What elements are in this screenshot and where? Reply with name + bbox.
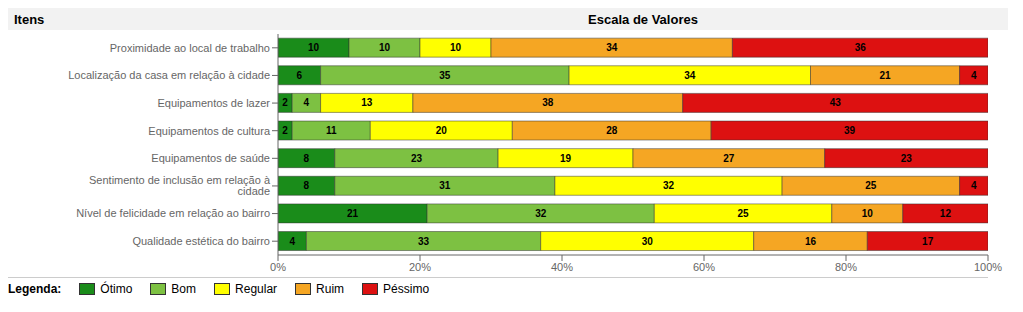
svg-text:10: 10 [308, 42, 320, 53]
svg-text:39: 39 [844, 125, 856, 136]
html-text:Itens: Itens [14, 11, 45, 27]
svg-text:32: 32 [663, 180, 675, 191]
svg-text:34: 34 [684, 70, 696, 81]
svg-text:4: 4 [289, 236, 295, 247]
svg-text:2: 2 [282, 97, 288, 108]
svg-text:Equipamentos de lazer: Equipamentos de lazer [157, 97, 270, 109]
svg-text:21: 21 [879, 70, 891, 81]
svg-text:33: 33 [418, 236, 430, 247]
html-text:Legenda:: Legenda: [8, 282, 62, 296]
svg-text:32: 32 [535, 208, 547, 219]
svg-text:0%: 0% [270, 261, 286, 273]
svg-text:10: 10 [379, 42, 391, 53]
svg-text:43: 43 [830, 97, 842, 108]
svg-text:60%: 60% [693, 261, 715, 273]
svg-text:4: 4 [304, 97, 310, 108]
svg-text:40%: 40% [551, 261, 573, 273]
html-text:Regular: Regular [235, 282, 278, 296]
svg-text:12: 12 [940, 208, 952, 219]
svg-text:Qualidade estética do bairro: Qualidade estética do bairro [132, 235, 270, 247]
svg-text:16: 16 [805, 236, 817, 247]
svg-text:36: 36 [855, 42, 867, 53]
svg-text:80%: 80% [835, 261, 857, 273]
svg-text:8: 8 [304, 180, 310, 191]
svg-text:30: 30 [642, 236, 654, 247]
svg-text:Proximidade ao local de trabal: Proximidade ao local de trabalho [110, 42, 270, 54]
svg-text:20%: 20% [409, 261, 431, 273]
svg-text:13: 13 [361, 97, 373, 108]
svg-text:25: 25 [737, 208, 749, 219]
svg-text:31: 31 [439, 180, 451, 191]
html-text:Péssimo: Péssimo [383, 282, 430, 296]
svg-text:4: 4 [971, 70, 977, 81]
svg-text:2: 2 [282, 125, 288, 136]
svg-text:34: 34 [606, 42, 618, 53]
svg-text:35: 35 [439, 70, 451, 81]
svg-text:10: 10 [862, 208, 874, 219]
svg-text:25: 25 [865, 180, 877, 191]
svg-text:20: 20 [436, 125, 448, 136]
svg-text:Nível de felicidade em relação: Nível de felicidade em relação ao bairro [76, 207, 270, 219]
svg-text:10: 10 [450, 42, 462, 53]
svg-text:Localização da casa em relação: Localização da casa em relação à cidade [68, 69, 270, 81]
html-text:Escala de Valores: Escala de Valores [588, 11, 698, 27]
svg-text:23: 23 [901, 153, 913, 164]
svg-text:19: 19 [560, 153, 572, 164]
svg-text:38: 38 [542, 97, 554, 108]
svg-text:100%: 100% [974, 261, 1002, 273]
svg-text:8: 8 [304, 153, 310, 164]
svg-text:21: 21 [347, 208, 359, 219]
svg-text:11: 11 [326, 125, 337, 136]
svg-text:Sentimento de inclusão em rela: Sentimento de inclusão em relação àcidad… [89, 174, 271, 197]
html-text:Ótimo: Ótimo [100, 282, 133, 296]
html-text:Bom: Bom [171, 282, 196, 296]
svg-text:Equipamentos de saúde: Equipamentos de saúde [151, 152, 270, 164]
html-text:Ruim: Ruim [316, 282, 345, 296]
svg-text:28: 28 [606, 125, 618, 136]
svg-text:4: 4 [971, 180, 977, 191]
svg-text:23: 23 [411, 153, 423, 164]
svg-text:6: 6 [297, 70, 303, 81]
svg-text:27: 27 [723, 153, 735, 164]
svg-text:17: 17 [922, 236, 934, 247]
svg-text:Equipamentos de cultura: Equipamentos de cultura [148, 125, 271, 137]
